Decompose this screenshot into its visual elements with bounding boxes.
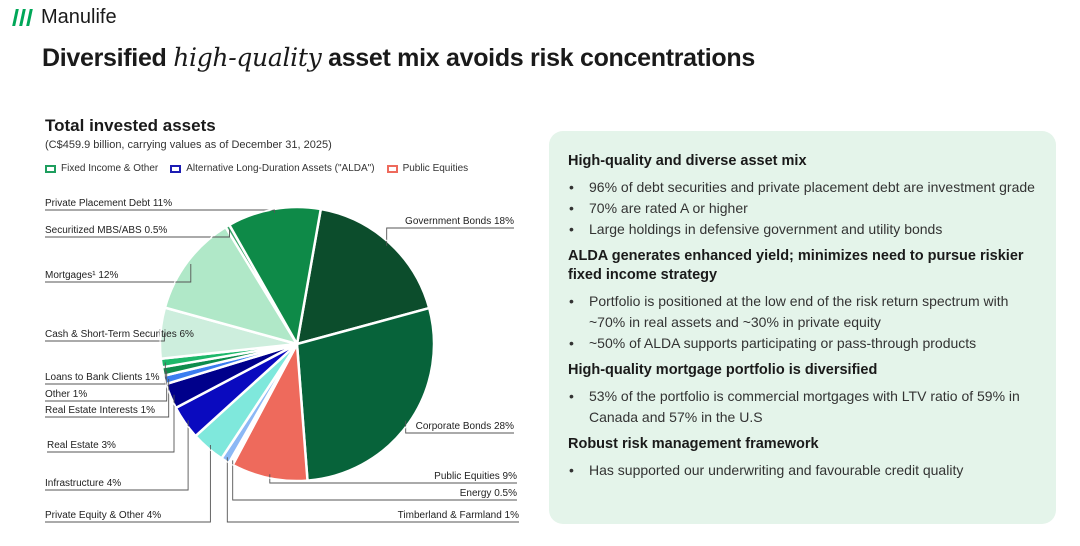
- bullet-list: Portfolio is positioned at the low end o…: [568, 291, 1038, 354]
- highlight-section: High-quality mortgage portfolio is diver…: [568, 361, 1038, 428]
- slice-label: Timberland & Farmland 1%: [398, 510, 519, 521]
- leader-line: [386, 227, 514, 246]
- slice-label: Energy 0.5%: [460, 488, 517, 499]
- bullet-item: Large holdings in defensive government a…: [568, 219, 1038, 240]
- leader-line: [45, 264, 192, 283]
- pie-outline: [159, 206, 435, 482]
- slice-label: Infrastructure 4%: [45, 478, 121, 489]
- legend-item-public-equities: Public Equities: [386, 163, 469, 174]
- highlight-section: Robust risk management framework Has sup…: [568, 435, 1038, 481]
- pie-chart: Government Bonds 18% Corporate Bonds 28% P…: [45, 198, 519, 523]
- leader-line: [232, 460, 517, 501]
- bullet-list: 96% of debt securities and private place…: [568, 177, 1038, 240]
- bullet-item: Has supported our underwriting and favou…: [568, 460, 1038, 481]
- slice-label: Other 1%: [45, 389, 87, 400]
- highlights-panel: High-quality and diverse asset mix 96% o…: [549, 131, 1056, 524]
- title-accent: high-quality: [173, 43, 322, 72]
- slice-label: Cash & Short-Term Securities 6%: [45, 329, 194, 340]
- section-heading: High-quality mortgage portfolio is diver…: [568, 362, 878, 378]
- legend-item-fixed-income: Fixed Income & Other: [45, 163, 158, 174]
- legend-swatch: [45, 164, 56, 173]
- manulife-logo: Manulife: [12, 6, 117, 29]
- legend-swatch: [170, 164, 182, 173]
- leader-line: [45, 333, 165, 342]
- leader-line: [45, 229, 230, 238]
- bullet-item: Portfolio is positioned at the low end o…: [568, 291, 1038, 333]
- leader-line: [45, 362, 166, 385]
- leader-line: [226, 457, 519, 523]
- section-heading: ALDA generates enhanced yield; minimizes…: [568, 248, 1024, 283]
- brand-name: Manulife: [41, 6, 117, 28]
- legend-swatch: [386, 164, 398, 173]
- legend-label: Public Equities: [402, 163, 469, 174]
- bullet-list: Has supported our underwriting and favou…: [568, 460, 1038, 481]
- slice-label: Real Estate 3%: [47, 440, 116, 451]
- slice-label: Private Placement Debt 11%: [45, 198, 172, 209]
- leader-line: [405, 420, 514, 434]
- slice-label: Real Estate Interests 1%: [45, 405, 155, 416]
- leader-line: [45, 445, 211, 523]
- chart-legend: Fixed Income & Other Alternative Long-Du…: [45, 163, 468, 174]
- title-prefix: Diversified: [42, 44, 167, 72]
- slide-title: Diversified high-quality asset mix avoid…: [42, 43, 755, 73]
- slice-label: Securitized MBS/ABS 0.5%: [45, 225, 167, 236]
- highlight-section: ALDA generates enhanced yield; minimizes…: [568, 247, 1038, 354]
- bullet-item: 96% of debt securities and private place…: [568, 177, 1038, 198]
- bullet-item: ~50% of ALDA supports participating or p…: [568, 333, 1038, 354]
- slice-label: Corporate Bonds 28%: [416, 421, 515, 432]
- legend-item-alda: Alternative Long-Duration Assets ("ALDA"…: [170, 163, 375, 174]
- legend-label: Alternative Long-Duration Assets ("ALDA"…: [186, 163, 375, 174]
- leader-line: [45, 370, 168, 402]
- highlight-section: High-quality and diverse asset mix 96% o…: [568, 152, 1038, 240]
- slice-label: Private Equity & Other 4%: [45, 510, 161, 521]
- section-heading: High-quality and diverse asset mix: [568, 153, 807, 169]
- bullet-item: 53% of the portfolio is commercial mortg…: [568, 386, 1038, 428]
- slice-label: Loans to Bank Clients 1%: [45, 372, 160, 383]
- title-suffix: asset mix avoids risk concentrations: [328, 44, 755, 72]
- slice-label: Public Equities 9%: [434, 471, 517, 482]
- chart-subtitle: (C$459.9 billion, carrying values as of …: [45, 139, 332, 151]
- chart-title: Total invested assets: [45, 116, 216, 135]
- leader-line: [269, 474, 517, 484]
- leader-line: [45, 209, 275, 213]
- section-heading: Robust risk management framework: [568, 436, 819, 452]
- slice-label: Government Bonds 18%: [405, 216, 514, 227]
- leader-line: [47, 394, 175, 453]
- bullet-item: 70% are rated A or higher: [568, 198, 1038, 219]
- bullet-list: 53% of the portfolio is commercial mortg…: [568, 386, 1038, 428]
- legend-label: Fixed Income & Other: [61, 163, 159, 174]
- slice-label: Mortgages¹ 12%: [45, 270, 118, 281]
- leader-line: [45, 420, 189, 491]
